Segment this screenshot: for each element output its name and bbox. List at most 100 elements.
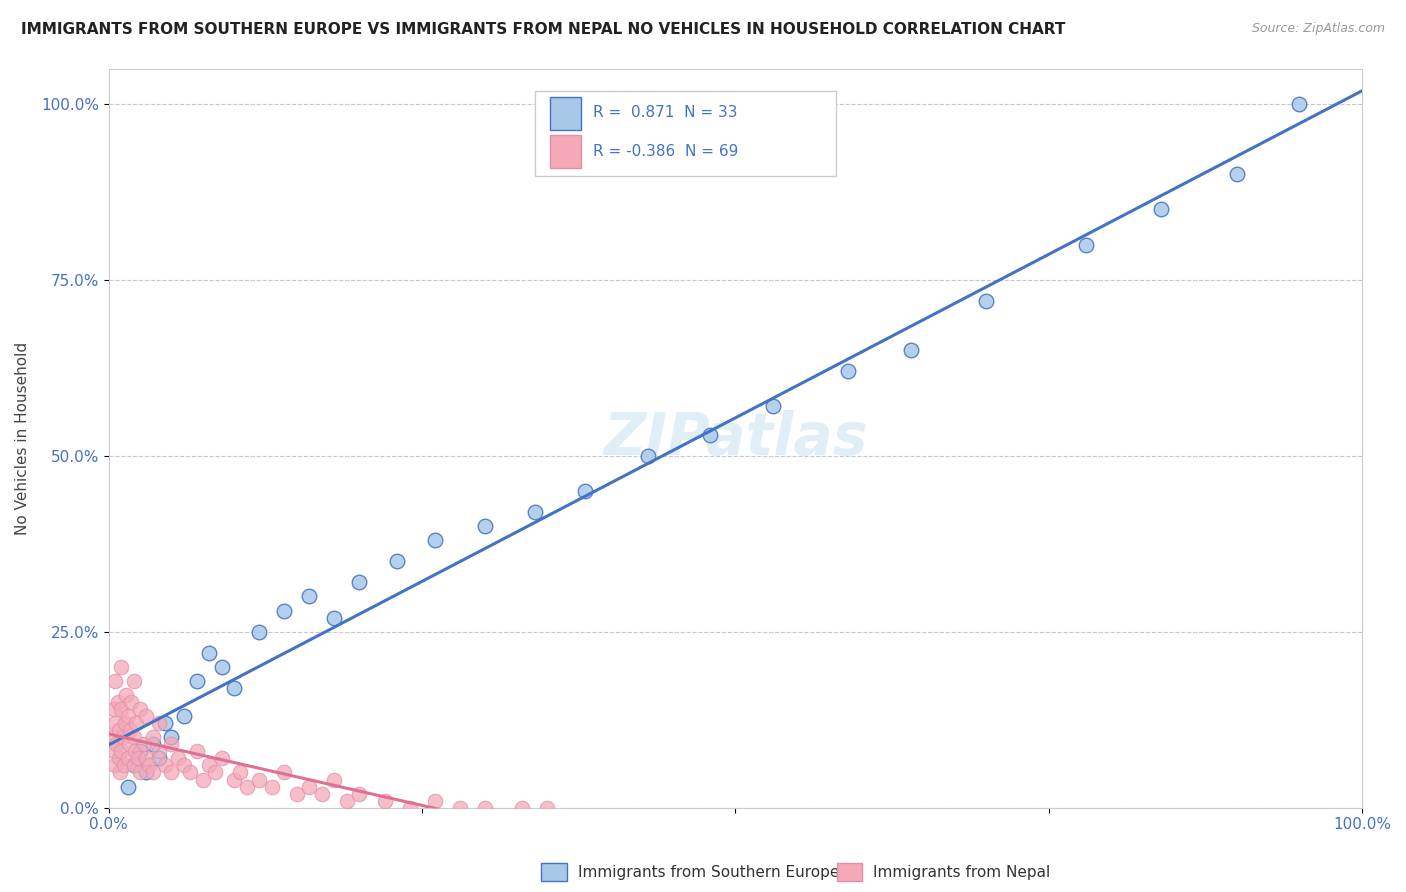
Point bbox=[273, 765, 295, 780]
Point bbox=[247, 772, 270, 787]
Point bbox=[229, 765, 252, 780]
Point bbox=[574, 483, 596, 498]
Point bbox=[398, 800, 420, 814]
Point bbox=[186, 744, 208, 758]
Point bbox=[111, 731, 134, 745]
Point bbox=[108, 723, 131, 738]
Point bbox=[349, 575, 371, 590]
Point bbox=[110, 744, 132, 758]
Point bbox=[160, 737, 183, 751]
Point bbox=[155, 716, 177, 731]
Point bbox=[298, 780, 321, 794]
Point bbox=[311, 787, 333, 801]
Point bbox=[198, 646, 221, 660]
Point bbox=[423, 794, 446, 808]
Text: IMMIGRANTS FROM SOUTHERN EUROPE VS IMMIGRANTS FROM NEPAL NO VEHICLES IN HOUSEHOL: IMMIGRANTS FROM SOUTHERN EUROPE VS IMMIG… bbox=[21, 22, 1066, 37]
Text: Immigrants from Nepal: Immigrants from Nepal bbox=[873, 865, 1050, 880]
Point bbox=[900, 343, 922, 357]
Point bbox=[224, 681, 246, 695]
Point bbox=[155, 758, 177, 772]
Point bbox=[423, 533, 446, 548]
Point bbox=[323, 610, 346, 624]
Point bbox=[179, 765, 201, 780]
Point bbox=[449, 800, 471, 814]
Point bbox=[762, 400, 785, 414]
Point bbox=[104, 716, 127, 731]
Point bbox=[117, 751, 139, 765]
Point bbox=[173, 709, 195, 723]
Point bbox=[135, 709, 157, 723]
Point bbox=[148, 716, 170, 731]
Text: Source: ZipAtlas.com: Source: ZipAtlas.com bbox=[1251, 22, 1385, 36]
Point bbox=[536, 800, 558, 814]
Point bbox=[104, 673, 127, 688]
Point bbox=[523, 505, 546, 519]
Point bbox=[142, 765, 165, 780]
Point bbox=[115, 688, 138, 702]
Point bbox=[117, 709, 139, 723]
Bar bbox=[550, 96, 581, 130]
Point bbox=[122, 758, 145, 772]
Point bbox=[273, 603, 295, 617]
Point bbox=[107, 695, 129, 709]
Point bbox=[211, 751, 233, 765]
Point bbox=[191, 772, 214, 787]
Point bbox=[1288, 96, 1310, 111]
Point bbox=[110, 660, 132, 674]
Point bbox=[120, 723, 142, 738]
Point bbox=[104, 758, 127, 772]
Point bbox=[512, 800, 534, 814]
Point bbox=[129, 765, 152, 780]
Point bbox=[122, 758, 145, 772]
Point bbox=[699, 427, 721, 442]
Point bbox=[474, 519, 496, 533]
Point bbox=[474, 800, 496, 814]
Point bbox=[114, 716, 136, 731]
Point bbox=[247, 624, 270, 639]
Point bbox=[108, 765, 131, 780]
Point bbox=[103, 744, 125, 758]
Point bbox=[186, 673, 208, 688]
Point bbox=[118, 737, 141, 751]
Point bbox=[122, 673, 145, 688]
Point bbox=[138, 758, 160, 772]
Point bbox=[298, 590, 321, 604]
Point bbox=[160, 765, 183, 780]
Point bbox=[129, 702, 152, 716]
Point bbox=[110, 702, 132, 716]
Point bbox=[285, 787, 308, 801]
Point bbox=[142, 737, 165, 751]
Point bbox=[211, 660, 233, 674]
Point bbox=[837, 364, 859, 378]
Text: R =  0.871  N = 33: R = 0.871 N = 33 bbox=[592, 105, 737, 120]
Point bbox=[129, 744, 152, 758]
Text: Immigrants from Southern Europe: Immigrants from Southern Europe bbox=[578, 865, 839, 880]
Point bbox=[101, 731, 124, 745]
Point bbox=[148, 751, 170, 765]
Point bbox=[173, 758, 195, 772]
Point bbox=[373, 794, 395, 808]
Point bbox=[127, 751, 149, 765]
Point bbox=[122, 731, 145, 745]
Point bbox=[105, 737, 128, 751]
Text: R = -0.386  N = 69: R = -0.386 N = 69 bbox=[592, 144, 738, 159]
Point bbox=[1150, 202, 1173, 217]
Point bbox=[260, 780, 283, 794]
Point bbox=[120, 695, 142, 709]
Text: ZIPatlas: ZIPatlas bbox=[603, 409, 868, 467]
Point bbox=[974, 293, 997, 308]
Point bbox=[125, 716, 148, 731]
Point bbox=[198, 758, 221, 772]
Point bbox=[166, 751, 188, 765]
Point bbox=[1226, 167, 1249, 181]
Point bbox=[235, 780, 257, 794]
Point bbox=[385, 554, 408, 568]
Point bbox=[112, 758, 135, 772]
Bar bbox=[550, 135, 581, 169]
Point bbox=[117, 780, 139, 794]
Point bbox=[637, 449, 659, 463]
Point bbox=[204, 765, 226, 780]
Point bbox=[108, 751, 131, 765]
Point bbox=[124, 744, 146, 758]
Point bbox=[142, 731, 165, 745]
